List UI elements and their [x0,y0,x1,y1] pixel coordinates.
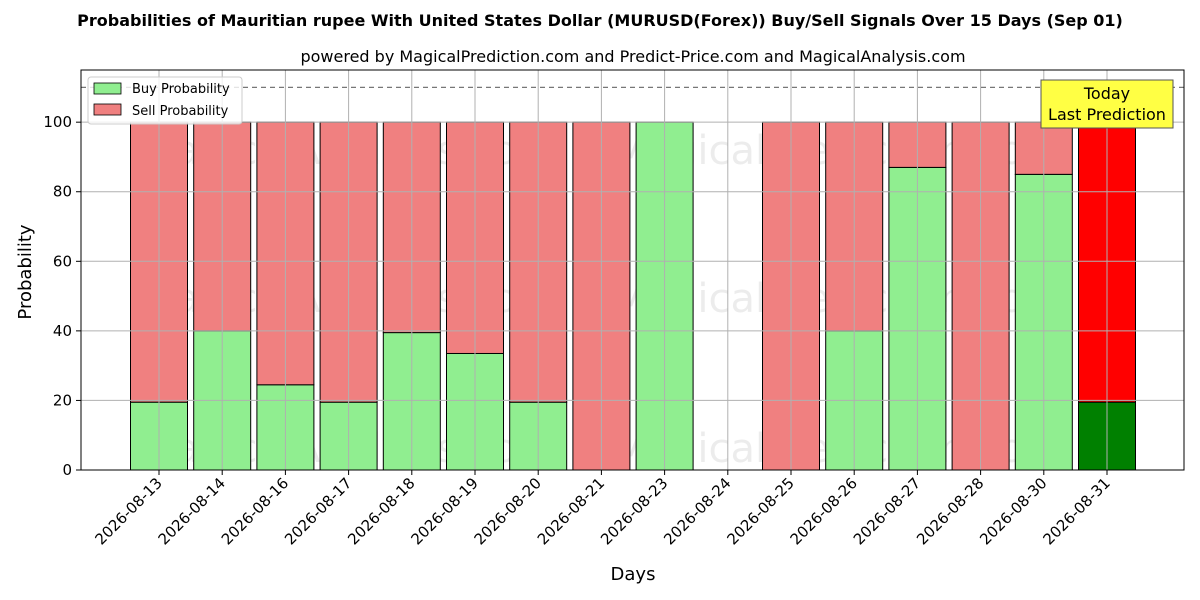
x-tick-label: 2026-08-21 [534,474,608,548]
y-tick-label: 80 [53,183,72,201]
x-tick-label: 2026-08-25 [723,474,797,548]
legend-label-sell: Sell Probability [132,104,229,119]
legend-label-buy: Buy Probability [132,82,230,97]
plot-area: MagicalAnalysis.comMagicalPrediction.com… [43,69,1185,548]
x-tick-label: 2026-08-19 [407,474,481,548]
x-tick-label: 2026-08-13 [91,474,165,548]
y-tick-label: 40 [53,322,72,340]
x-tick-label: 2026-08-27 [850,474,924,548]
y-tick-label: 20 [53,391,72,409]
legend-frame [87,76,243,125]
x-tick-label: 2026-08-17 [281,474,355,548]
legend-swatch-sell [93,103,122,116]
today-annotation-line2: Last Prediction [1048,105,1166,124]
x-tick-label: 2026-08-16 [218,474,292,548]
plot-frame [80,69,1185,471]
chart-title: Probabilities of Mauritian rupee With Un… [77,11,1123,30]
x-tick-label: 2026-08-23 [597,474,671,548]
x-tick-label: 2026-08-30 [976,474,1050,548]
today-annotation: Today Last Prediction [1040,79,1174,129]
x-tick-label: 2026-08-14 [155,474,229,548]
y-tick-label: 60 [53,252,72,270]
x-axis-label: Days [611,564,656,585]
today-annotation-line1: Today [1083,84,1130,103]
x-tick-label: 2026-08-28 [913,474,987,548]
chart-subtitle: powered by MagicalPrediction.com and Pre… [300,47,965,66]
x-tick-label: 2026-08-18 [344,474,418,548]
y-axis-label: Probability [15,224,36,319]
x-tick-label: 2026-08-20 [471,474,545,548]
legend-swatch-buy [93,82,122,95]
legend: Buy Probability Sell Probability [87,76,243,125]
x-tick-label: 2026-08-24 [660,474,734,548]
y-tick-label: 0 [62,461,72,479]
today-annotation-box [1040,79,1174,129]
x-tick-label: 2026-08-26 [787,474,861,548]
y-tick-label: 100 [43,113,72,131]
x-tick-label: 2026-08-31 [1039,474,1113,548]
